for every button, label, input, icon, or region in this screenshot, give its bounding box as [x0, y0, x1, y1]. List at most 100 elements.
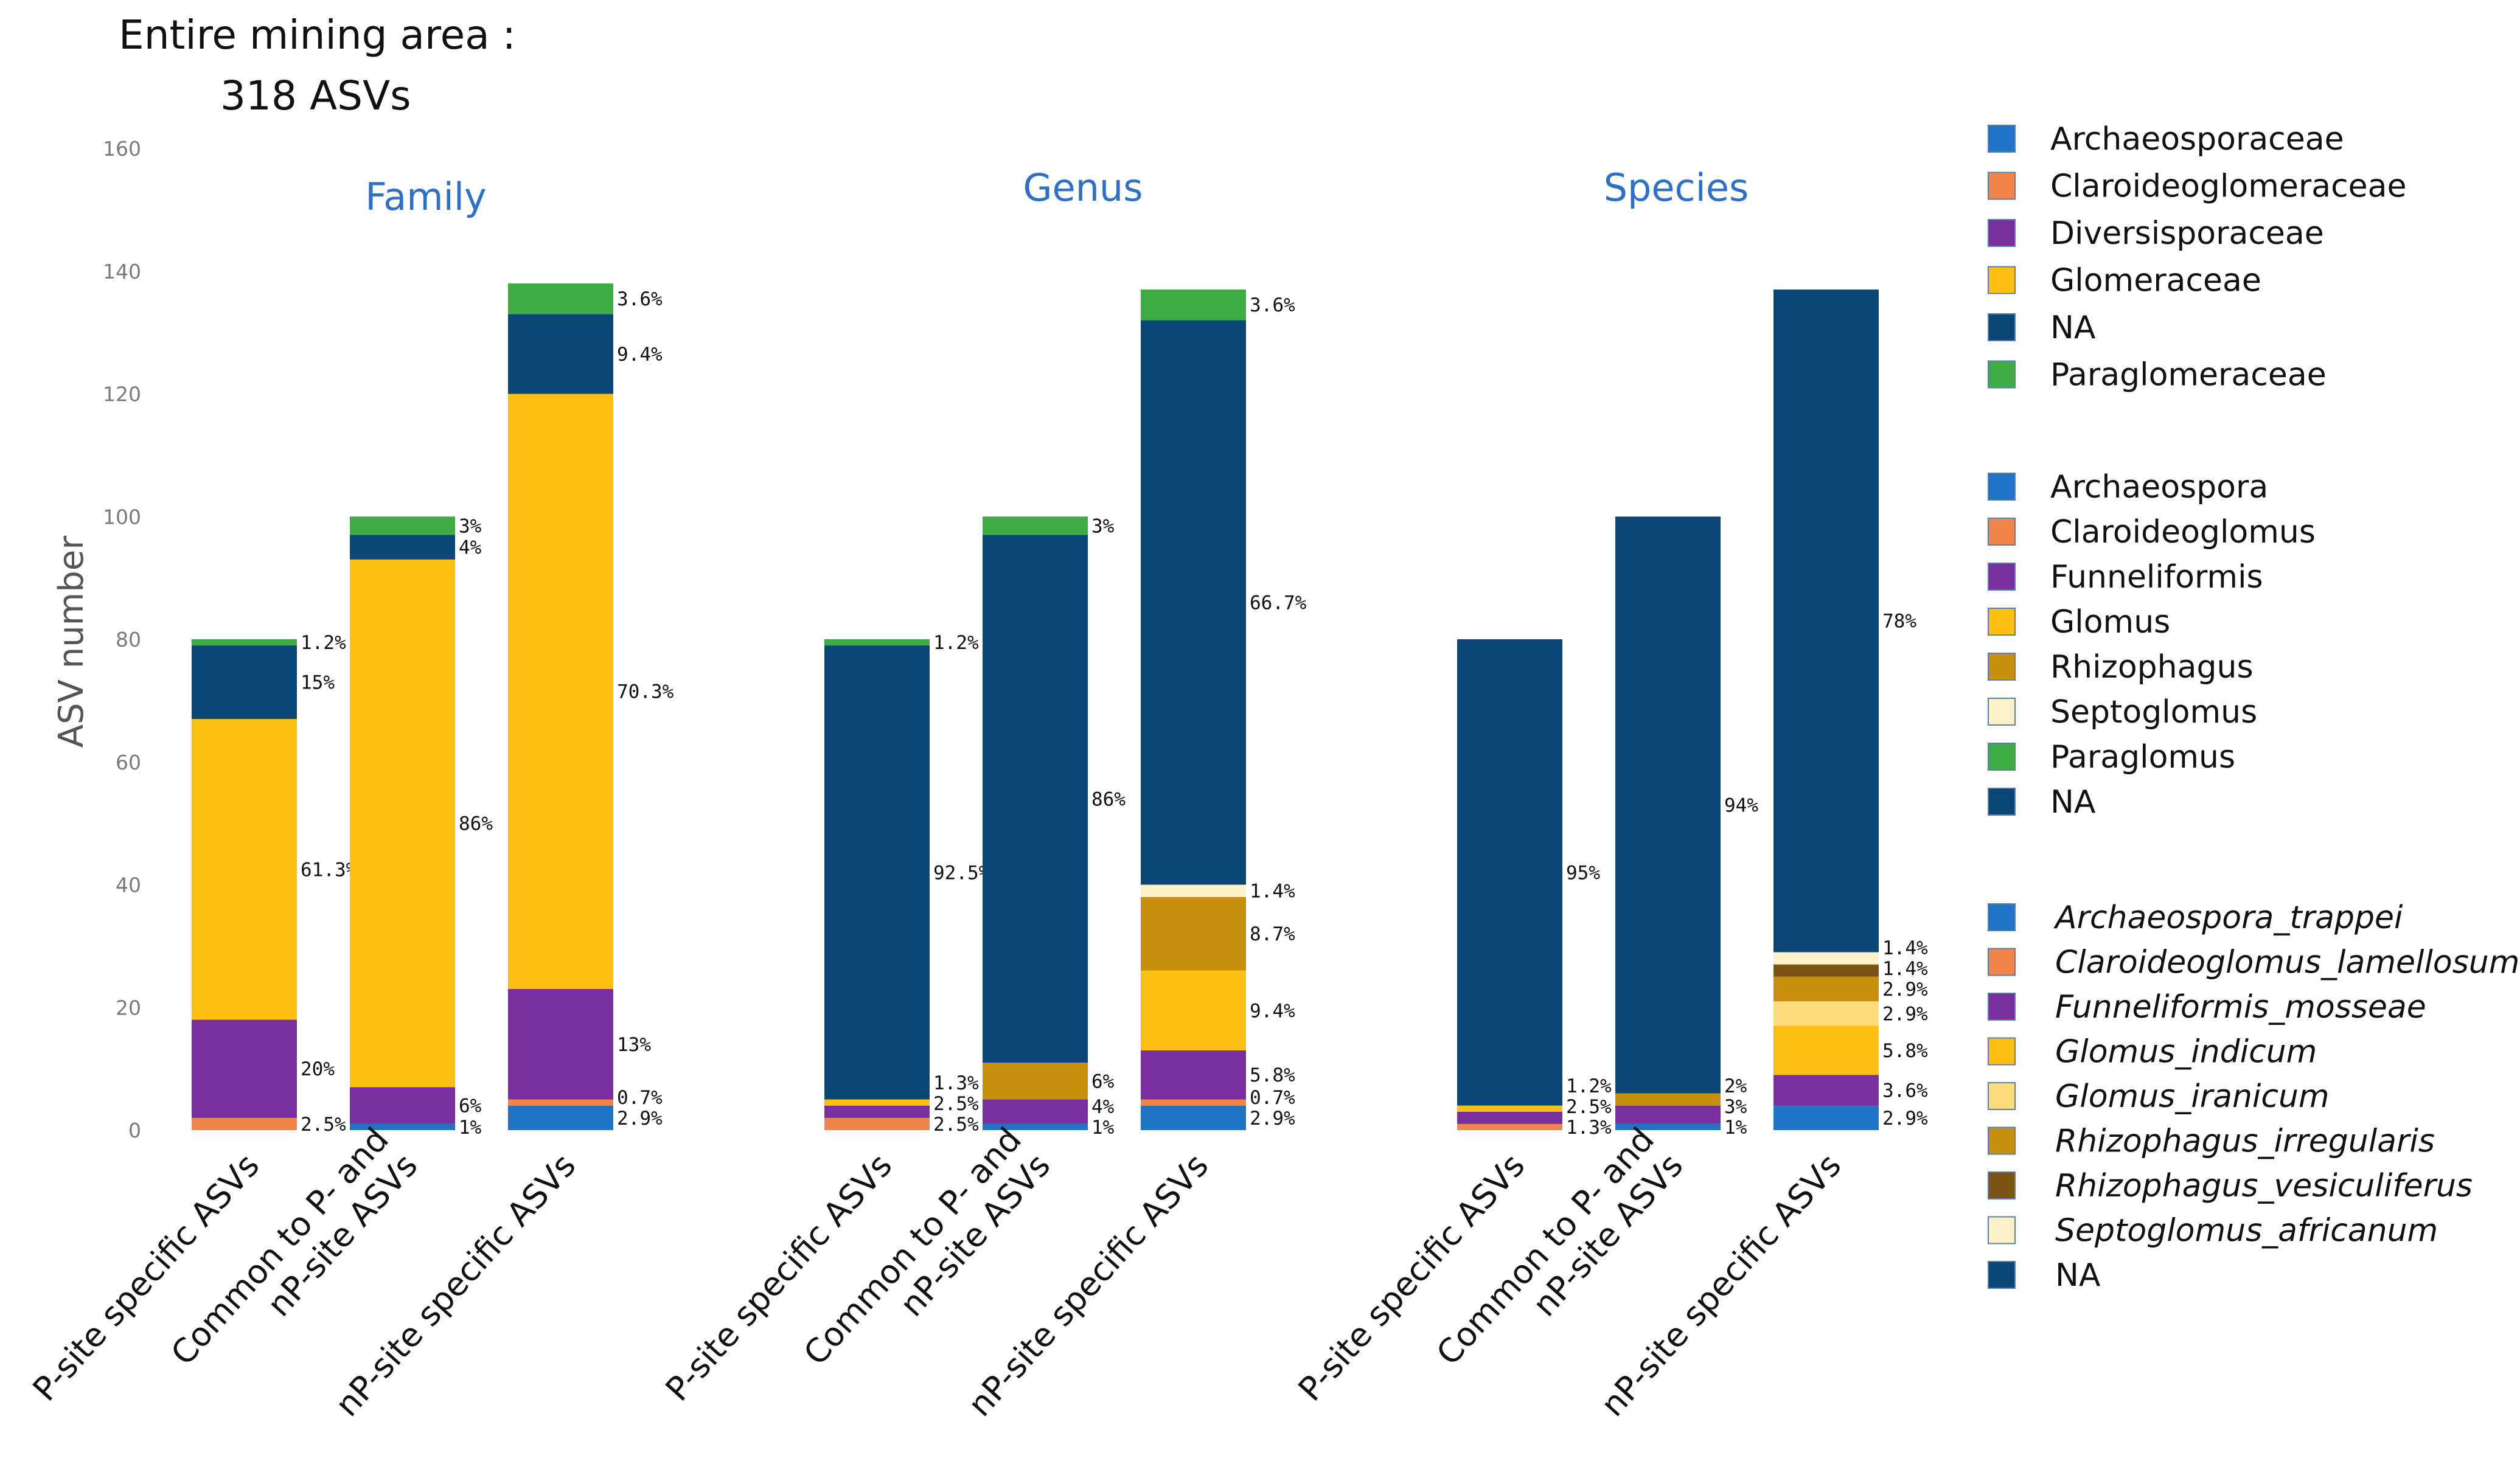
legend-label: Archaeospora: [2050, 469, 2268, 505]
data-label: 6%: [1091, 1071, 1115, 1092]
y-tick-label: 120: [103, 383, 141, 406]
data-label: 3.6%: [617, 288, 663, 310]
legend-swatch-rhizophagus-vesiculiferus: [1988, 1171, 2016, 1199]
bar-segment-glomeraceae: [508, 394, 613, 989]
legend-swatch-glomus: [1988, 608, 2016, 636]
legend-label: Claroideoglomus_lamellosum: [2055, 945, 2519, 981]
data-label: 1.2%: [1566, 1075, 1612, 1097]
bar-segment-claroideoglomeraceae: [192, 1117, 297, 1130]
data-label: 86%: [459, 813, 493, 835]
data-label: 2.9%: [1250, 1108, 1295, 1130]
bar-segment-funneliformis: [824, 1105, 930, 1118]
bar-segment-claroideoglomus: [1141, 1099, 1246, 1106]
bar-segment-funneliformis: [983, 1099, 1088, 1124]
bar-segment-archaeospora: [983, 1123, 1088, 1130]
legend-label: Rhizophagus_vesiculiferus: [2055, 1168, 2473, 1204]
y-axis-ticks: 0 20 40 60 80 100 120 140 160: [103, 137, 141, 1142]
data-label: 15%: [301, 672, 335, 694]
legend-swatch-funneliformis: [1988, 563, 2016, 591]
legend-swatch-rhizophagus-irregularis: [1988, 1126, 2016, 1155]
data-label: 1.2%: [933, 632, 979, 654]
data-label: 0.7%: [617, 1087, 663, 1109]
data-label: 3%: [459, 515, 482, 537]
bar-segment-na: [192, 645, 297, 720]
data-label: 2.5%: [301, 1114, 346, 1136]
data-label: 0.7%: [1250, 1087, 1295, 1109]
data-label: 5.8%: [1882, 1040, 1928, 1062]
y-tick-label: 160: [103, 137, 141, 161]
legend-swatch-na: [1988, 1261, 2016, 1289]
legend-swatch-na: [1988, 788, 2016, 816]
bar-segment-na: [1457, 639, 1562, 1106]
bar-segment-paraglomeraceae: [508, 283, 613, 314]
legend-swatch-glomus-iranicum: [1988, 1082, 2016, 1110]
data-label: 1%: [1091, 1117, 1115, 1139]
bar-segment-na: [1615, 516, 1721, 1094]
bar-segment-rhizophagus-irregularis: [1773, 976, 1879, 1002]
legend-swatch-diversisporaceae: [1988, 219, 2016, 247]
bar-segment-paraglomus: [983, 516, 1088, 535]
legend-swatch-archaeosporaceae: [1988, 125, 2016, 153]
data-label: 2%: [1724, 1075, 1747, 1097]
bar-segment-funneliformis: [1141, 1050, 1246, 1100]
legend-label: Glomeraceae: [2050, 263, 2261, 299]
bar-segment-funneliformis-mosseae: [1457, 1111, 1562, 1124]
bar-segment-rhizophagus: [1141, 897, 1246, 971]
legend-group-1: Archaeosporaceae Claroideoglomeraceae Dive…: [1988, 121, 2407, 394]
bar-segment-paraglomus: [824, 639, 930, 646]
bar-segment-diversisporaceae: [508, 988, 613, 1100]
legend-label: Glomus_indicum: [2055, 1034, 2317, 1071]
legend-swatch-claroideoglomus-lamellosum: [1988, 948, 2016, 976]
bar-segment-glomus: [1141, 970, 1246, 1050]
data-label: 94%: [1724, 794, 1758, 816]
bar-segment-na: [983, 535, 1088, 1063]
y-axis-label: ASV number: [52, 535, 91, 748]
data-label: 1.3%: [1566, 1117, 1612, 1139]
data-label: 3.6%: [1882, 1080, 1928, 1102]
bar-segment-na: [1773, 290, 1879, 953]
legend-swatch-archaeospora: [1988, 473, 2016, 501]
data-label: 1%: [459, 1117, 482, 1139]
data-label: 2.5%: [933, 1114, 979, 1136]
bar-segment-glomus-indicum: [1457, 1105, 1562, 1112]
legend-swatch-septoglomus: [1988, 698, 2016, 726]
bar-segment-claroideoglomus: [824, 1117, 930, 1130]
data-label: 20%: [301, 1058, 335, 1080]
data-label: 70.3%: [617, 681, 674, 703]
data-label: 2.5%: [1566, 1096, 1612, 1118]
legend-group-3: Archaeospora_trappei Claroideoglomus_lame…: [1988, 900, 2519, 1294]
bar-segment-archaeospora-trappei: [1615, 1123, 1721, 1130]
data-label: 2.9%: [1882, 1003, 1928, 1025]
data-label: 8.7%: [1250, 923, 1295, 945]
bar-segment-archaeosporaceae: [508, 1105, 613, 1130]
legend-label: Claroideoglomus: [2050, 514, 2316, 550]
data-label: 1.2%: [301, 632, 346, 654]
data-label: 2.9%: [617, 1108, 663, 1130]
data-label: 1.4%: [1882, 937, 1928, 959]
legend-swatch-claroideoglomus: [1988, 518, 2016, 546]
bar-segment-archaeosporaceae: [350, 1123, 455, 1130]
legend-swatch-paraglomus: [1988, 743, 2016, 771]
bar-segment-funneliformis-mosseae: [1773, 1075, 1879, 1106]
bar-segment-rhizophagus: [983, 1063, 1088, 1100]
panel-title-genus: Genus: [1023, 165, 1143, 210]
legend-swatch-septoglomus-africanum: [1988, 1216, 2016, 1244]
data-label: 2.5%: [933, 1093, 979, 1115]
legend-label: NA: [2055, 1257, 2101, 1294]
legend-label: Rhizophagus: [2050, 649, 2254, 685]
y-tick-label: 40: [116, 873, 141, 897]
bar-segment-na: [824, 645, 930, 1100]
data-label: 86%: [1091, 788, 1126, 810]
bar-segment-claroideoglomus-lamellosum: [1457, 1123, 1562, 1130]
data-label: 3%: [1724, 1096, 1747, 1118]
bar-segment-na: [508, 314, 613, 394]
bar-segment-diversisporaceae: [192, 1019, 297, 1118]
data-label: 95%: [1566, 862, 1600, 884]
data-label: 2.9%: [1882, 979, 1928, 1001]
bar-segment-glomeraceae: [350, 559, 455, 1088]
legend-swatch-na: [1988, 313, 2016, 341]
legend-label: Funneliformis: [2050, 559, 2263, 595]
